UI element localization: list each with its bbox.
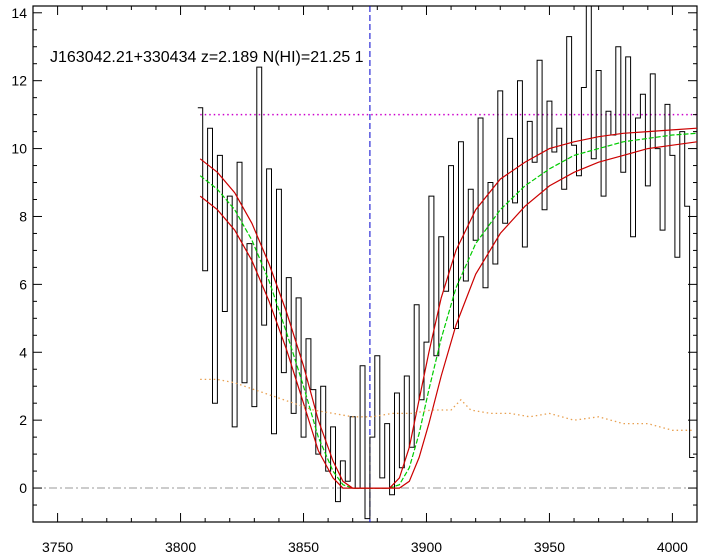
- x-tick-label: 3950: [534, 539, 565, 555]
- chart-title: J163042.21+330434 z=2.189 N(HI)=21.25 1: [50, 49, 364, 66]
- y-tick-label: 12: [11, 73, 27, 89]
- series-group: [197, 6, 697, 520]
- y-tick-label: 2: [19, 412, 27, 428]
- series-model-lower: [199, 141, 697, 489]
- y-tick-label: 4: [19, 344, 27, 360]
- x-tick-label: 4000: [657, 539, 688, 555]
- x-tick-label: 3900: [411, 539, 442, 555]
- y-tick-label: 6: [19, 276, 27, 292]
- axes: [32, 5, 698, 523]
- x-tick-label: 3850: [288, 539, 319, 555]
- x-tick-label: 3800: [165, 539, 196, 555]
- y-tick-label: 8: [19, 208, 27, 224]
- series-model-upper: [199, 127, 697, 489]
- plot-frame: [32, 5, 698, 523]
- y-tick-label: 10: [11, 141, 27, 157]
- series-error: [200, 378, 693, 431]
- y-tick-label: 0: [19, 480, 27, 496]
- series-model: [199, 132, 697, 489]
- ticks: 3750 3800 3850 3900 3950 4000 0 2 4 6 8 10 12 14: [11, 5, 698, 555]
- x-tick-label: 3750: [42, 539, 73, 555]
- y-tick-label: 14: [11, 5, 27, 21]
- series-flux: [197, 6, 695, 520]
